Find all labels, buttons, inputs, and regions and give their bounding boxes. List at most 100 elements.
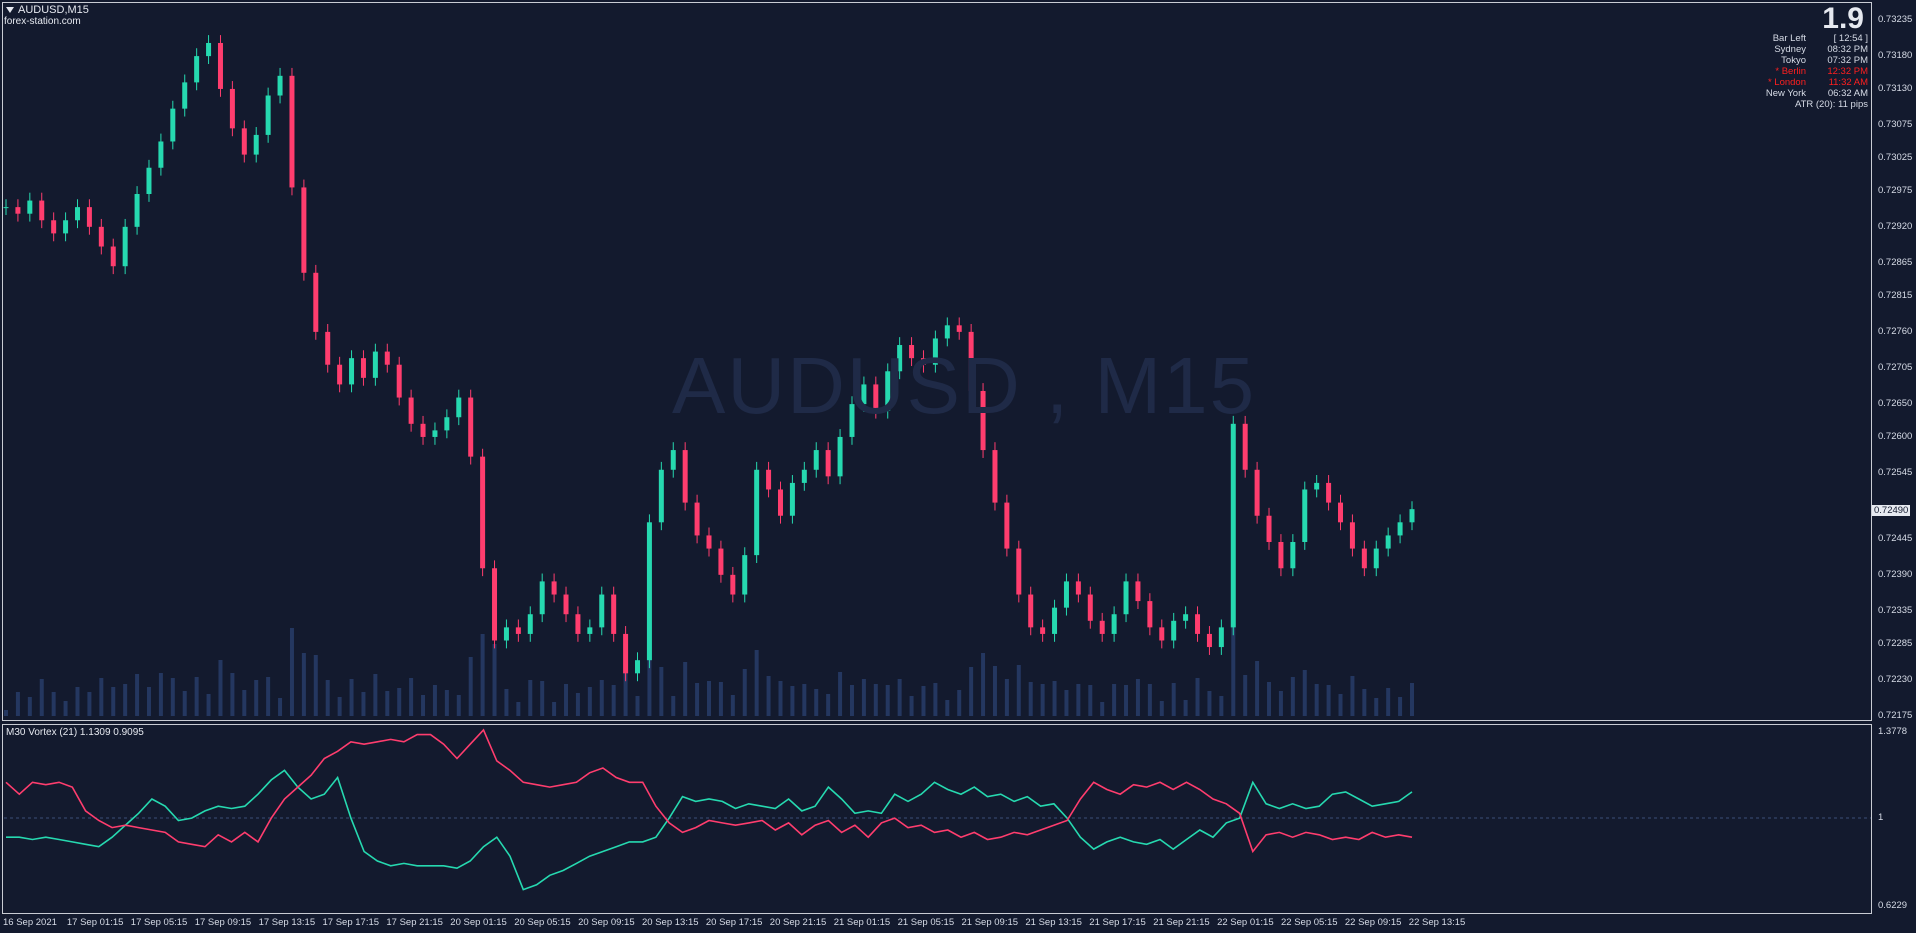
time-tick: 20 Sep 17:15 bbox=[705, 917, 763, 928]
price-tick: 0.72600 bbox=[1878, 430, 1913, 442]
volume-bar bbox=[87, 692, 92, 716]
volume-bar bbox=[337, 697, 342, 716]
time-tick: 21 Sep 21:15 bbox=[1153, 917, 1210, 928]
volume-bar bbox=[778, 681, 783, 716]
volume-bar bbox=[826, 694, 831, 716]
price-tick: 0.72390 bbox=[1878, 568, 1913, 580]
time-tick: 22 Sep 13:15 bbox=[1408, 917, 1466, 928]
candle-body bbox=[968, 331, 974, 391]
time-tick: 22 Sep 01:15 bbox=[1217, 917, 1274, 928]
volume-bar bbox=[754, 650, 759, 716]
volume-bar bbox=[289, 628, 294, 716]
candle-body bbox=[1397, 522, 1403, 536]
candle-body bbox=[611, 594, 617, 634]
volume-bar bbox=[1278, 691, 1283, 716]
volume-bar bbox=[587, 687, 592, 716]
candle-body bbox=[325, 331, 331, 365]
candle-body bbox=[360, 358, 366, 378]
candle-body bbox=[39, 200, 45, 221]
price-tick: 0.72545 bbox=[1878, 467, 1913, 479]
volume-bar bbox=[599, 680, 604, 716]
price-tick: 0.72760 bbox=[1878, 325, 1913, 337]
session-time: 12:32 PM bbox=[1827, 66, 1868, 77]
volume-bar bbox=[1267, 682, 1272, 716]
candle-body bbox=[74, 207, 80, 221]
candle-body bbox=[396, 364, 402, 398]
candle-body bbox=[658, 469, 664, 523]
candle-body bbox=[1135, 581, 1141, 602]
symbol-title[interactable]: AUDUSD,M15 bbox=[6, 4, 89, 16]
volume-bar bbox=[409, 678, 414, 716]
candle-body bbox=[718, 548, 724, 575]
session-label: Tokyo bbox=[1781, 55, 1806, 66]
candle-body bbox=[194, 56, 200, 83]
volume-bar bbox=[1159, 701, 1164, 716]
session-time: [ 12:54 ] bbox=[1833, 33, 1868, 44]
volume-bar bbox=[1028, 682, 1033, 716]
volume-bar bbox=[718, 682, 723, 716]
volume-bar bbox=[528, 680, 533, 716]
volume-bar bbox=[742, 669, 747, 716]
candle-body bbox=[837, 436, 843, 477]
candle-body bbox=[1099, 620, 1105, 634]
candle-body bbox=[932, 338, 938, 365]
candle-body bbox=[301, 187, 307, 273]
candle-body bbox=[170, 108, 176, 142]
volume-bar bbox=[540, 681, 545, 716]
spread-value: 1.9 bbox=[1822, 2, 1864, 35]
volume-bar bbox=[1088, 685, 1093, 716]
volume-bar bbox=[1374, 698, 1379, 716]
volume-bar bbox=[1135, 679, 1140, 716]
volume-bar bbox=[671, 696, 676, 716]
candle-body bbox=[289, 75, 295, 188]
candle-body bbox=[217, 42, 223, 89]
volume-bar bbox=[635, 696, 640, 716]
candle-body bbox=[563, 594, 569, 615]
candle-body bbox=[897, 345, 903, 372]
volume-bar bbox=[1147, 684, 1152, 716]
candle-body bbox=[253, 134, 259, 155]
price-tick: 0.72230 bbox=[1878, 673, 1913, 685]
volume-bar bbox=[1207, 691, 1212, 716]
volume-bar bbox=[1243, 675, 1248, 716]
volume-bar bbox=[182, 691, 187, 716]
volume-bar bbox=[1112, 684, 1117, 716]
session-label: * Berlin bbox=[1775, 66, 1806, 77]
candle-body bbox=[1349, 522, 1355, 549]
price-tick: 0.73130 bbox=[1878, 82, 1913, 94]
time-tick: 17 Sep 09:15 bbox=[194, 917, 252, 928]
volume-bar bbox=[564, 684, 569, 716]
candle-body bbox=[587, 627, 593, 634]
session-time: 11:32 AM bbox=[1828, 77, 1868, 88]
price-tick: 0.72650 bbox=[1878, 398, 1913, 410]
volume-bar bbox=[909, 696, 914, 716]
candle-body bbox=[134, 194, 140, 227]
candle-body bbox=[456, 397, 462, 418]
candle-body bbox=[1028, 594, 1034, 628]
volume-bar bbox=[730, 695, 735, 716]
volume-bar bbox=[218, 660, 223, 716]
indicator-title: M30 Vortex (21) 1.1309 0.9095 bbox=[6, 727, 144, 738]
volume-bar bbox=[814, 689, 819, 716]
time-tick: 21 Sep 09:15 bbox=[961, 917, 1019, 928]
volume-bar bbox=[75, 687, 80, 716]
candle-body bbox=[1314, 482, 1320, 490]
candle-body bbox=[86, 207, 92, 227]
volume-bar bbox=[1219, 696, 1224, 716]
candle-body bbox=[1147, 601, 1153, 628]
candle-body bbox=[1361, 548, 1367, 569]
session-row: * Berlin 12:32 PM bbox=[1752, 66, 1868, 77]
candle-body bbox=[146, 167, 152, 194]
candle-body bbox=[885, 371, 891, 411]
dropdown-triangle-icon[interactable] bbox=[6, 7, 14, 13]
volume-bar bbox=[230, 673, 235, 716]
candle-body bbox=[1266, 515, 1272, 542]
volume-bar bbox=[27, 697, 32, 716]
candle-body bbox=[51, 220, 57, 234]
candle-body bbox=[813, 450, 819, 470]
candle-body bbox=[1230, 423, 1236, 628]
symbol-watermark: AUDUSD , M15 bbox=[672, 341, 1257, 430]
volume-bar bbox=[444, 690, 449, 716]
